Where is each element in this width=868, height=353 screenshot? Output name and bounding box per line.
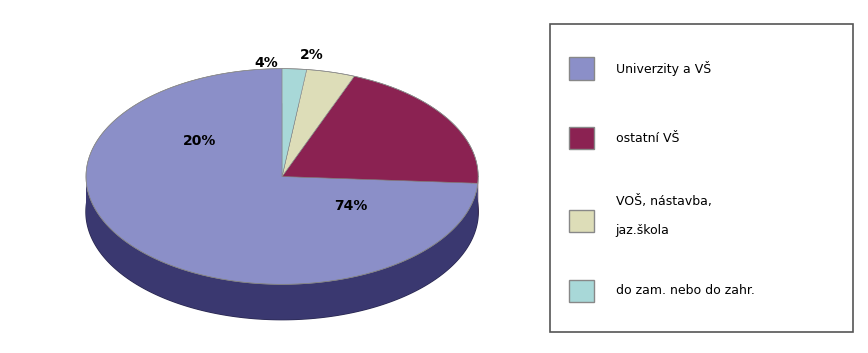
Polygon shape [86, 104, 478, 320]
Text: 20%: 20% [183, 134, 216, 148]
Polygon shape [86, 68, 477, 285]
FancyBboxPatch shape [550, 24, 853, 332]
Text: jaz.škola: jaz.škola [615, 224, 669, 237]
Bar [569, 57, 594, 79]
Text: 2%: 2% [299, 48, 324, 62]
Polygon shape [282, 70, 354, 176]
Polygon shape [282, 76, 478, 183]
Text: ostatní VŠ: ostatní VŠ [615, 132, 679, 145]
Polygon shape [282, 68, 306, 176]
Bar [569, 280, 594, 302]
Text: 74%: 74% [334, 199, 367, 213]
Text: VOŠ, nástavba,: VOŠ, nástavba, [615, 196, 712, 208]
Bar [569, 210, 594, 232]
Text: do zam. nebo do zahr.: do zam. nebo do zahr. [615, 285, 754, 297]
Text: Univerzity a VŠ: Univerzity a VŠ [615, 61, 711, 76]
Bar [569, 127, 594, 150]
Polygon shape [86, 178, 477, 320]
Text: 4%: 4% [254, 56, 279, 70]
